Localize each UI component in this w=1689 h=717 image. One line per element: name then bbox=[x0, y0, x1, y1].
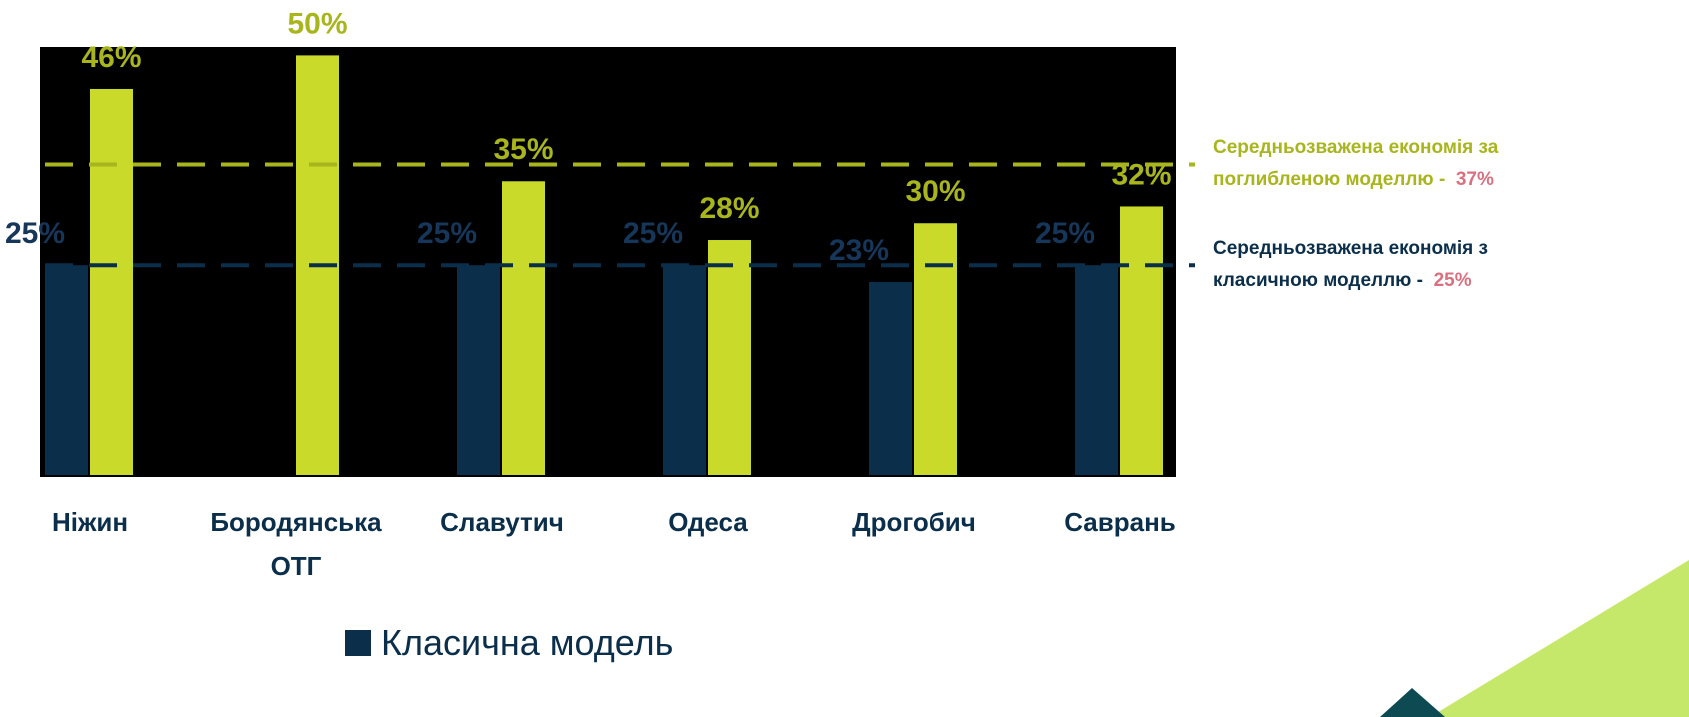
value-label: 25% bbox=[1035, 217, 1095, 250]
bar bbox=[1075, 265, 1118, 475]
decoration bbox=[1380, 688, 1445, 717]
x-tick-label: Бородянська ОТГ bbox=[191, 500, 401, 588]
decoration bbox=[1430, 560, 1689, 717]
annotation-value: 25% bbox=[1434, 270, 1472, 291]
bar bbox=[914, 223, 957, 475]
bar bbox=[457, 265, 500, 475]
value-label: 25% bbox=[623, 217, 683, 250]
x-tick-label: Саврань bbox=[1015, 500, 1225, 544]
bar bbox=[1120, 206, 1163, 475]
value-label: 50% bbox=[287, 7, 347, 40]
plot-background bbox=[40, 47, 1176, 477]
bar bbox=[708, 240, 751, 475]
bar bbox=[869, 282, 912, 475]
legend-swatch bbox=[345, 630, 371, 656]
x-tick-label: Славутич bbox=[397, 500, 607, 544]
legend-label: Класична модель bbox=[381, 622, 673, 664]
value-label: 23% bbox=[829, 234, 889, 267]
annotation-value: 37% bbox=[1456, 169, 1494, 190]
value-label: 46% bbox=[81, 41, 141, 74]
value-label: 28% bbox=[699, 192, 759, 225]
bar bbox=[90, 89, 133, 475]
x-tick-label: Одеса bbox=[603, 500, 813, 544]
value-label: 25% bbox=[5, 217, 65, 250]
bar bbox=[502, 181, 545, 475]
annotation: Середньозважена економія з класичною мод… bbox=[1213, 233, 1573, 297]
annotation: Середньозважена економія за поглибленою … bbox=[1213, 132, 1573, 196]
chart: 25%46%50%25%35%25%28%23%30%25%32% bbox=[0, 0, 1689, 717]
x-tick-label: Дрогобич bbox=[809, 500, 1019, 544]
x-tick-label: Ніжин bbox=[0, 500, 195, 544]
value-label: 25% bbox=[417, 217, 477, 250]
value-label: 35% bbox=[493, 133, 553, 166]
value-label: 30% bbox=[905, 175, 965, 208]
bar bbox=[663, 265, 706, 475]
bar bbox=[45, 265, 88, 475]
page: 25%46%50%25%35%25%28%23%30%25%32% (() =>… bbox=[0, 0, 1689, 717]
legend: Класична модель bbox=[345, 622, 673, 664]
